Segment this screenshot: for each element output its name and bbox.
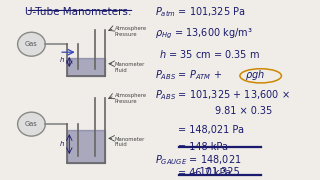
Text: $\rho_{Hg}$ = 13,600 kg/m³: $\rho_{Hg}$ = 13,600 kg/m³ [155, 26, 252, 41]
Text: Atmosphere
Pressure: Atmosphere Pressure [115, 26, 147, 37]
Text: $\rho gh$: $\rho gh$ [245, 68, 265, 82]
Text: U-Tube Manometers:: U-Tube Manometers: [25, 7, 132, 17]
Text: $P_{GAUGE}$ = 148,021: $P_{GAUGE}$ = 148,021 [155, 153, 241, 167]
Text: Atmosphere
Pressure: Atmosphere Pressure [115, 93, 147, 104]
Bar [67, 130, 105, 163]
Text: Manometer
Fluid: Manometer Fluid [115, 62, 145, 73]
Text: $P_{atm}$ = 101,325 Pa: $P_{atm}$ = 101,325 Pa [155, 5, 245, 19]
Text: h: h [60, 141, 64, 147]
Text: $P_{ABS}$ = $P_{ATM}$ +: $P_{ABS}$ = $P_{ATM}$ + [155, 68, 223, 82]
Text: = 148 kPa: = 148 kPa [178, 142, 228, 152]
Text: h: h [60, 57, 64, 63]
Text: = 148,021 Pa: = 148,021 Pa [178, 125, 244, 135]
Text: 9.81 × 0.35: 9.81 × 0.35 [214, 106, 272, 116]
Text: Manometer
Fluid: Manometer Fluid [115, 137, 145, 147]
Bar [67, 58, 105, 76]
Text: Gas: Gas [25, 121, 38, 127]
Ellipse shape [18, 32, 45, 56]
Text: - 101,325: - 101,325 [193, 167, 240, 177]
Ellipse shape [18, 112, 45, 136]
Text: Gas: Gas [25, 41, 38, 47]
Text: $h$ = 35 cm = 0.35 m: $h$ = 35 cm = 0.35 m [159, 48, 260, 60]
Text: = 46.7 kPa: = 46.7 kPa [178, 168, 231, 178]
Text: $P_{ABS}$ = 101,325 + 13,600 ×: $P_{ABS}$ = 101,325 + 13,600 × [155, 88, 290, 102]
